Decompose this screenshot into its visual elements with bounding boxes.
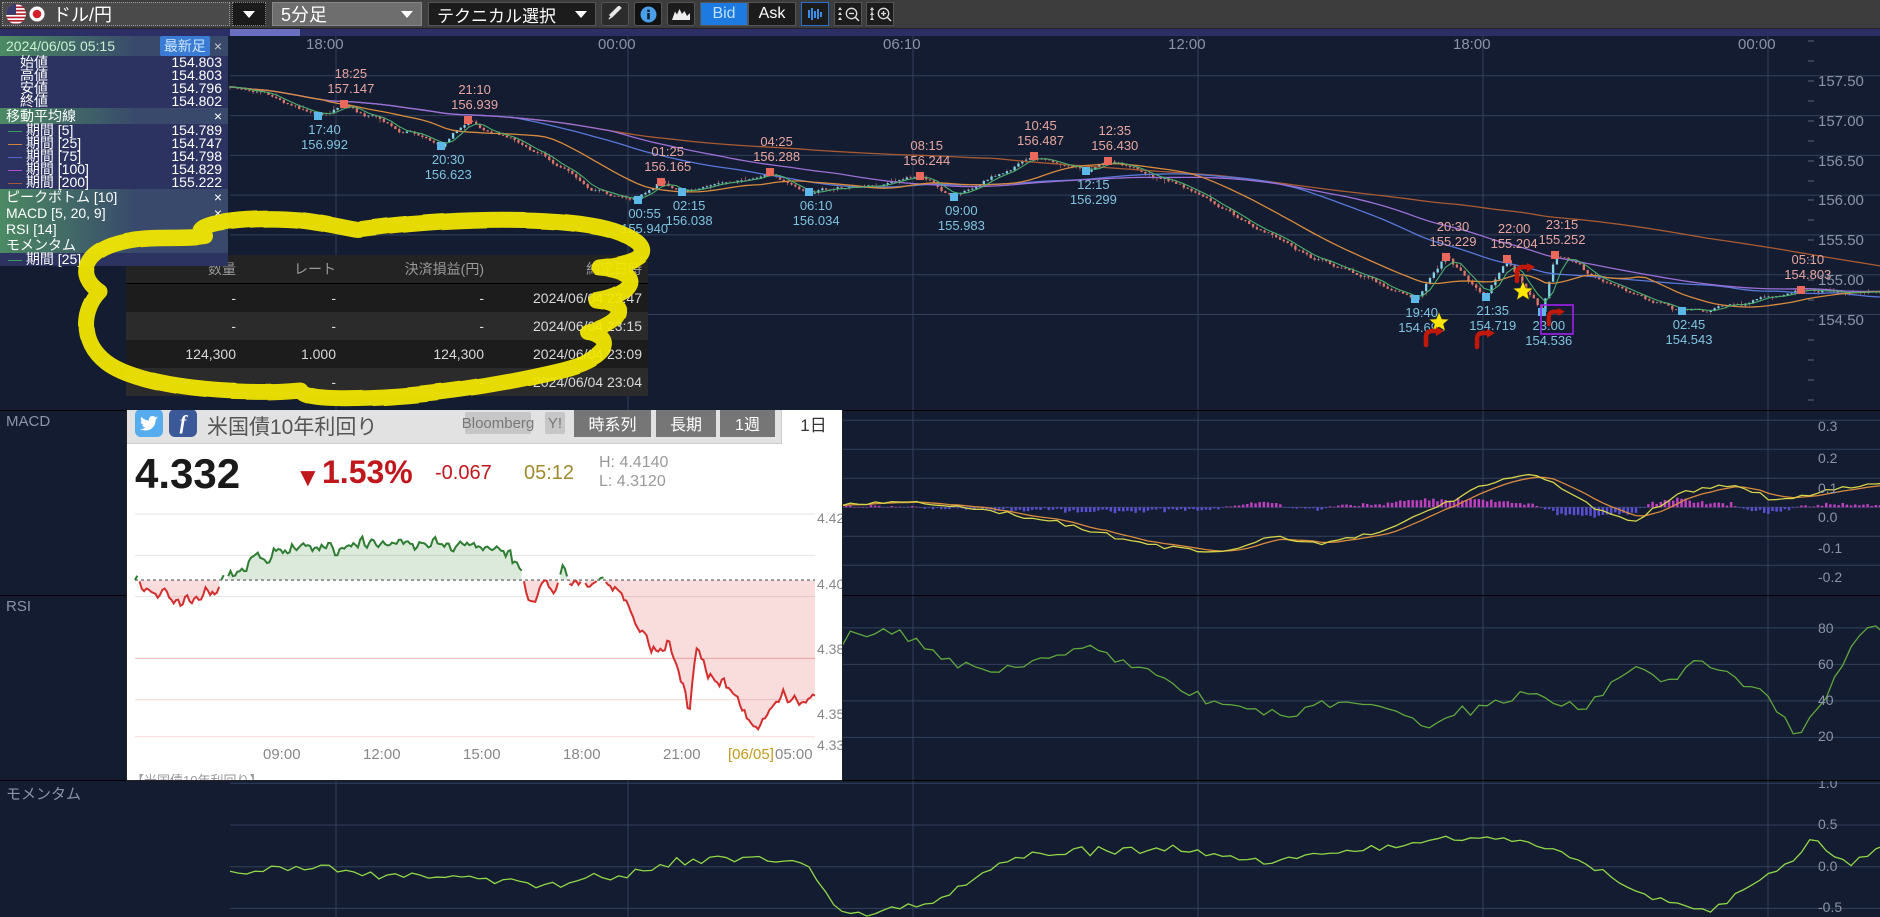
svg-text:156.00: 156.00 — [1818, 192, 1864, 209]
svg-text:0.0: 0.0 — [1818, 858, 1838, 874]
svg-text:154.50: 154.50 — [1818, 312, 1864, 329]
svg-text:0.0: 0.0 — [1818, 509, 1838, 525]
svg-text:0.3: 0.3 — [1818, 418, 1838, 434]
svg-text:-0.1: -0.1 — [1818, 540, 1842, 556]
svg-text:80: 80 — [1818, 620, 1834, 636]
svg-text:1.0: 1.0 — [1818, 780, 1838, 791]
svg-text:157.00: 157.00 — [1818, 113, 1864, 130]
svg-text:156.50: 156.50 — [1818, 153, 1864, 170]
svg-text:0.5: 0.5 — [1818, 816, 1838, 832]
svg-text:0.2: 0.2 — [1818, 450, 1838, 466]
svg-text:0.1: 0.1 — [1818, 480, 1838, 496]
svg-text:60: 60 — [1818, 656, 1834, 672]
svg-text:155.50: 155.50 — [1818, 232, 1864, 249]
svg-text:40: 40 — [1818, 692, 1834, 708]
svg-text:-0.2: -0.2 — [1818, 569, 1842, 585]
svg-text:157.50: 157.50 — [1818, 73, 1864, 90]
svg-text:-0.5: -0.5 — [1818, 899, 1842, 915]
svg-text:20: 20 — [1818, 728, 1834, 744]
svg-text:155.00: 155.00 — [1818, 272, 1864, 289]
